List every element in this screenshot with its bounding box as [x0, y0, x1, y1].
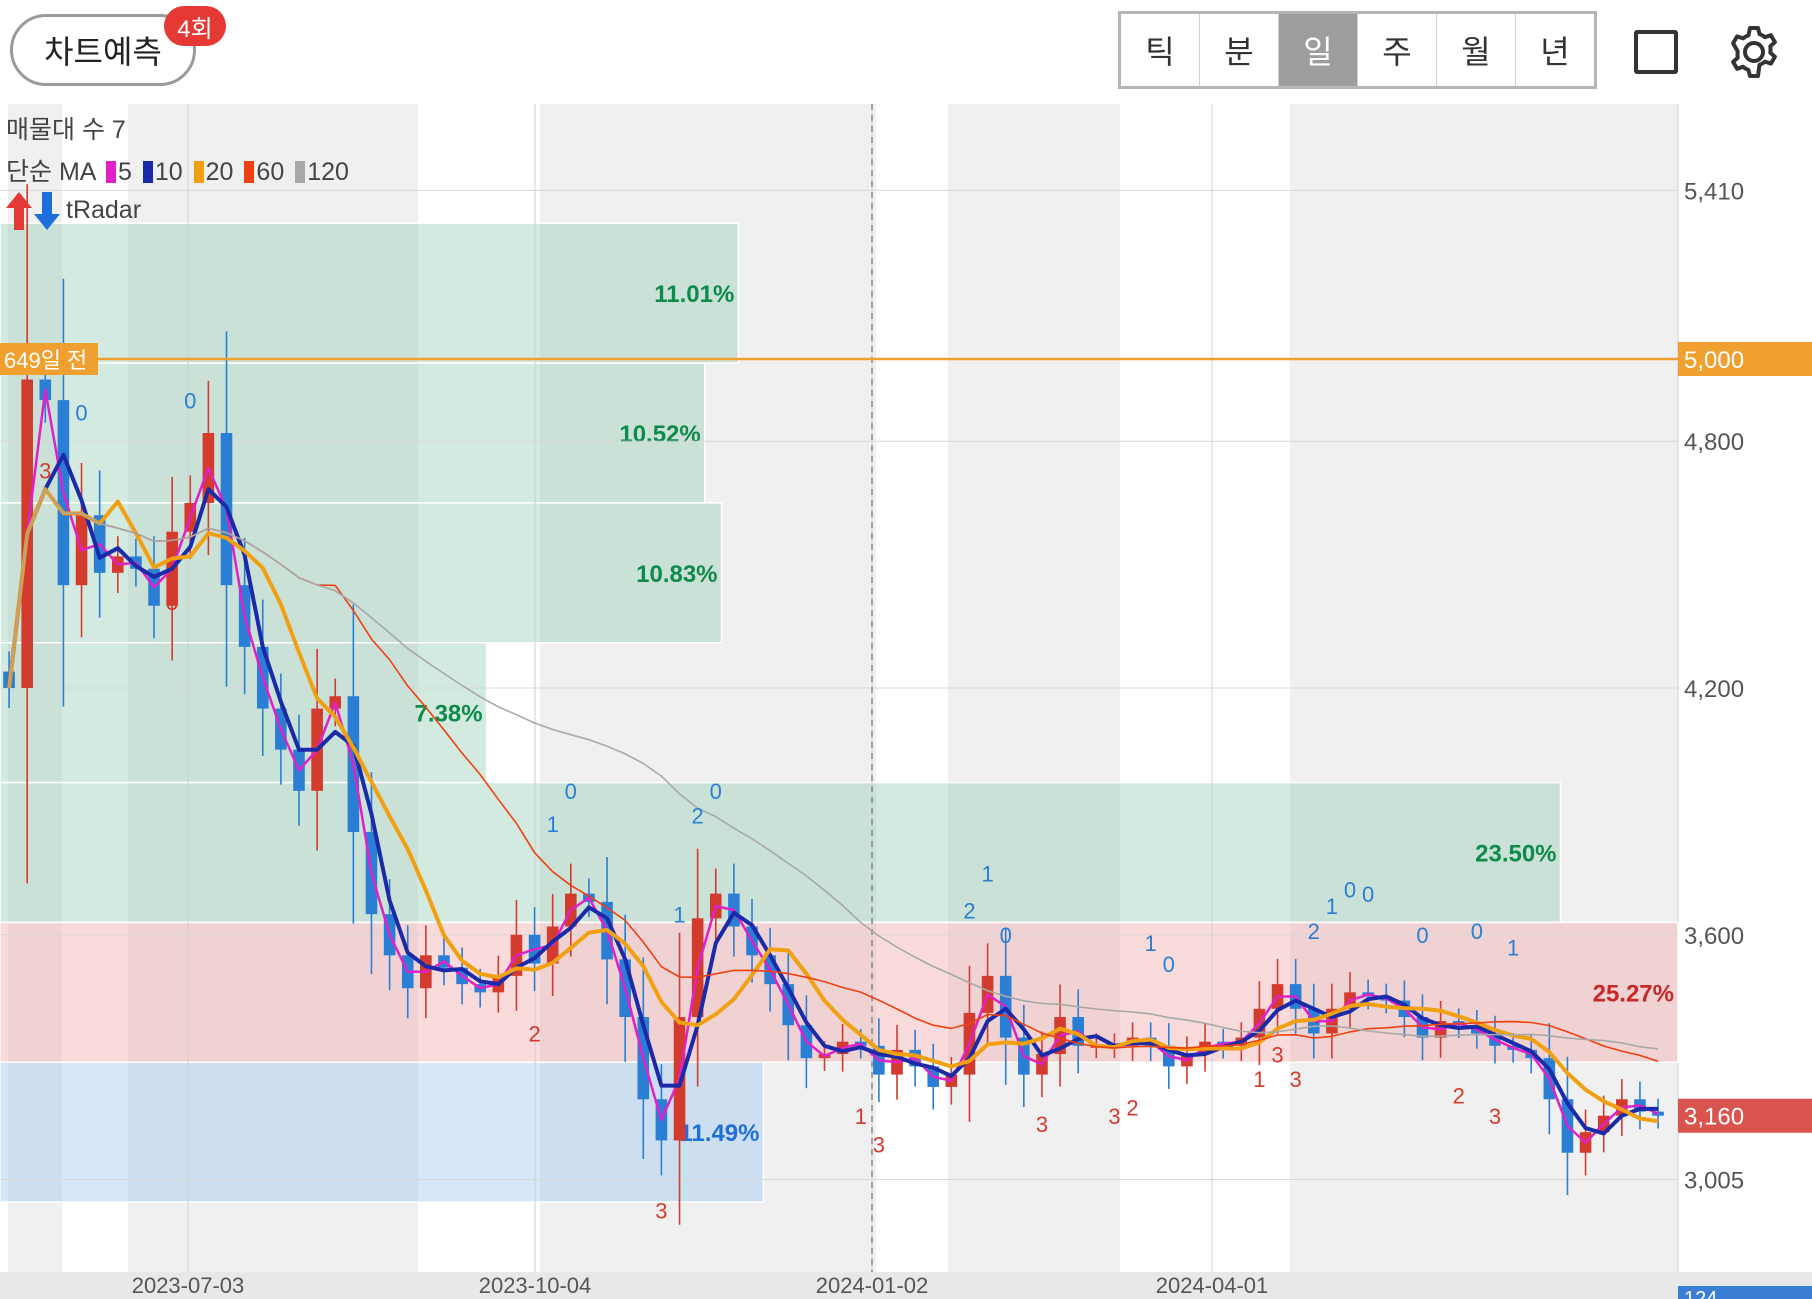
ma60-label: 60	[256, 158, 285, 186]
ma20-label: 20	[205, 158, 234, 186]
trade-signal-label: 3	[1108, 1104, 1120, 1129]
trade-signal-label: 3	[166, 590, 178, 615]
tab-day[interactable]: 일	[1279, 14, 1358, 86]
trade-signal-label: 3	[1489, 1104, 1501, 1129]
trade-signal-label: 2	[1308, 919, 1320, 944]
trade-signal-label: 3	[39, 458, 51, 483]
current-price-label: 3,160	[1684, 1104, 1744, 1131]
ma10-label: 10	[154, 158, 183, 186]
ma-line-120	[8, 488, 1659, 1050]
arrow-down-icon	[34, 192, 60, 230]
trade-signal-label: 0	[75, 401, 87, 426]
top-toolbar: 차트예측 4회 틱 분 일 주 월 년	[0, 0, 1812, 104]
trade-signal-label: 0	[1471, 919, 1483, 944]
volume-profile-legend: 매물대 수 7	[6, 116, 126, 144]
trade-signal-label: 3	[1290, 1067, 1302, 1092]
ma-line-20	[7, 487, 1659, 1124]
predict-count-badge: 4회	[164, 6, 226, 46]
trade-signal-label: 2	[528, 1022, 540, 1047]
tab-year[interactable]: 년	[1516, 14, 1594, 86]
ma120-swatch	[295, 161, 306, 183]
target-price-tag	[1678, 341, 1812, 376]
candlestick-chart[interactable]: 11.01% 10.52% 10.83% 7.38% 23.50% 25.27% 11.49…	[0, 104, 1812, 1299]
trade-signal-label: 1	[1253, 1067, 1265, 1092]
ma120-label: 120	[307, 158, 349, 186]
ma10-swatch	[142, 161, 153, 183]
ma60-swatch	[244, 161, 255, 183]
y-tick-label: 3,005	[1684, 1167, 1744, 1194]
ma-line-10	[7, 452, 1659, 1136]
volume-profile-pct: 11.49%	[679, 1120, 759, 1147]
trade-signal-label: 2	[1126, 1096, 1138, 1121]
chart-predict-label: 차트예측	[44, 34, 162, 70]
arrow-up-icon	[6, 192, 32, 230]
x-tick-label: 2024-04-01	[1156, 1273, 1269, 1298]
ma5-swatch	[106, 161, 117, 183]
trade-signal-label: 3	[1036, 1112, 1048, 1137]
volume-profile-bar	[0, 642, 488, 784]
trade-signal-label: 1	[855, 1104, 867, 1129]
ma-legend: 단순 MA 5 10 20 60 120	[6, 152, 349, 188]
trade-signal-label: 1	[673, 902, 685, 927]
trade-signal-label: 0	[1344, 878, 1356, 903]
volume-profile-pct: 11.01%	[654, 281, 734, 308]
target-days-label: 649일 전	[4, 348, 87, 373]
fullscreen-square-icon[interactable]	[1634, 30, 1678, 74]
trade-signal-label: 3	[873, 1133, 885, 1158]
trade-signal-label: 0	[184, 388, 196, 413]
trade-signal-label: 0	[1416, 923, 1428, 948]
trade-signal-label: 2	[1453, 1083, 1465, 1108]
volume-profile-pct: 7.38%	[415, 701, 483, 728]
tab-tick[interactable]: 틱	[1121, 14, 1200, 86]
ma20-swatch	[193, 161, 204, 183]
y-tick-label: 5,410	[1684, 178, 1744, 205]
tab-month[interactable]: 월	[1437, 14, 1516, 86]
x-tick-label: 2024-01-02	[816, 1273, 929, 1298]
trade-signal-label: 0	[1000, 923, 1012, 948]
volume-profile-bar	[0, 781, 1562, 924]
trade-signal-label: 0	[1362, 882, 1374, 907]
trade-signal-label: 3	[655, 1199, 667, 1224]
trade-signal-label: 2	[963, 898, 975, 923]
trade-signal-label: 1	[547, 812, 559, 837]
trade-signal-label: 1	[1326, 894, 1338, 919]
trade-signal-label: 1	[1507, 935, 1519, 960]
trade-signal-label: 1	[981, 861, 993, 886]
volume-profile-pct: 25.27%	[1593, 980, 1674, 1007]
trade-signal-label: 3	[1271, 1042, 1283, 1067]
period-selector: 틱 분 일 주 월 년	[1118, 11, 1597, 89]
y-tick-label: 4,800	[1684, 429, 1744, 456]
tab-minute[interactable]: 분	[1200, 14, 1279, 86]
target-price-label: 5,000	[1684, 347, 1744, 374]
tab-week[interactable]: 주	[1358, 14, 1437, 86]
volume-profile-bar	[0, 921, 1679, 1064]
trade-signal-label: 2	[21, 438, 33, 463]
trade-signal-label: 0	[1163, 952, 1175, 977]
volume-profile-pct: 10.52%	[619, 421, 700, 448]
trade-signal-label: 2	[692, 804, 704, 829]
bottom-partial-tag	[1678, 1286, 1812, 1299]
target-days-tag	[0, 342, 98, 375]
gear-icon[interactable]	[1724, 22, 1784, 82]
volume-profile-pct: 23.50%	[1475, 841, 1556, 868]
x-axis-strip	[0, 1272, 1812, 1299]
volume-profile-bar	[0, 222, 740, 364]
volume-profile-bar	[0, 1061, 765, 1203]
tradar-legend: tRadar	[66, 196, 142, 224]
bottom-partial-label: 124	[1684, 1288, 1717, 1299]
axis-area	[1678, 104, 1812, 1272]
ma-legend-title: 단순 MA	[6, 158, 96, 186]
volume-profile-pct: 10.83%	[636, 561, 717, 588]
y-tick-label: 4,200	[1684, 676, 1744, 703]
trade-signal-label: 1	[1145, 931, 1157, 956]
trade-signal-label: 0	[565, 779, 577, 804]
ma5-label: 5	[118, 158, 132, 186]
current-price-tag	[1678, 1098, 1812, 1133]
volume-profile-bar	[0, 362, 706, 504]
x-tick-label: 2023-10-04	[479, 1273, 592, 1298]
y-tick-label: 3,600	[1684, 923, 1744, 950]
x-tick-label: 2023-07-03	[132, 1273, 245, 1298]
trade-signal-label: 0	[710, 779, 722, 804]
